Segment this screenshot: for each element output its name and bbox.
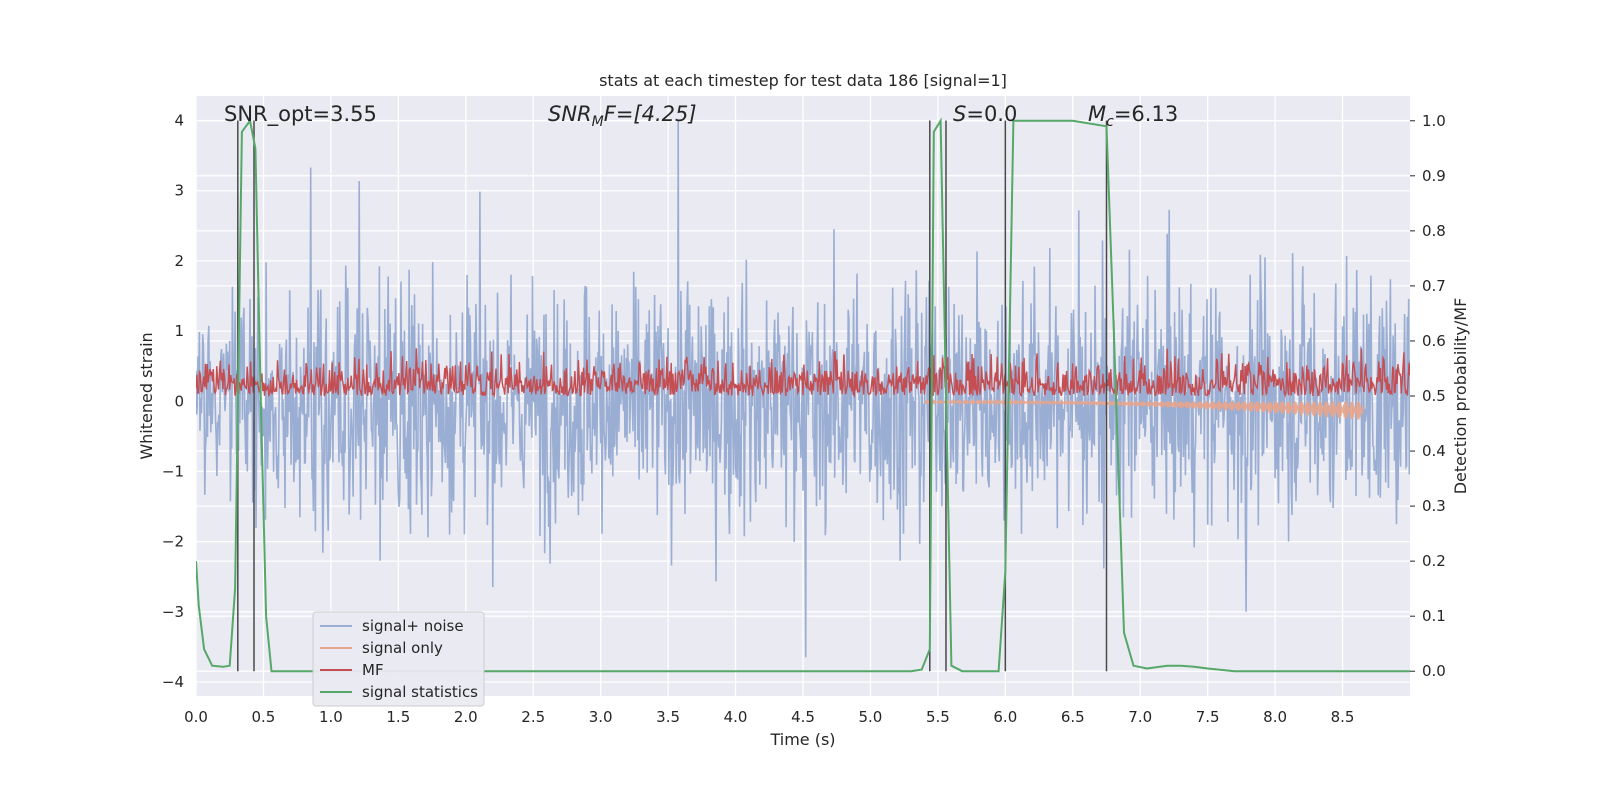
- legend-label: signal only: [362, 639, 443, 657]
- x-tick-label: 0.5: [252, 708, 276, 726]
- series-mf-line: [196, 348, 1410, 399]
- y-right-tick-label: 0.1: [1422, 607, 1446, 625]
- annotation-label: SNRMF=[4.25]: [548, 102, 697, 130]
- annotation-label: S=0.0: [953, 102, 1017, 126]
- y-right-tick-label: 1.0: [1422, 112, 1446, 130]
- y-tick-label: 3: [174, 182, 184, 200]
- legend-label: MF: [362, 661, 384, 679]
- x-tick-label: 5.0: [859, 708, 883, 726]
- annotation-subscript: c: [1106, 114, 1114, 130]
- y-right-tick-label: 0.2: [1422, 552, 1446, 570]
- x-tick-label: 5.5: [926, 708, 950, 726]
- x-tick-label: 6.5: [1061, 708, 1085, 726]
- x-tick-label: 7.5: [1196, 708, 1220, 726]
- annotations: SNR_opt=3.55 SNRMF=[4.25] S=0.0 Mc=6.13: [224, 102, 1178, 130]
- legend: signal+ noise signal only MF signal statist…: [312, 611, 485, 707]
- annotation-subscript: M: [592, 114, 604, 130]
- y-right-tick-label: 0.9: [1422, 167, 1446, 185]
- x-axis-label: Time (s): [769, 730, 835, 749]
- legend-box: [312, 611, 485, 707]
- series-layer: [196, 117, 1410, 673]
- y-right-tick-label: 0.6: [1422, 332, 1446, 350]
- y-right-tick-label: 0.3: [1422, 497, 1446, 515]
- y-axis-right-label: Detection probability/MF: [1451, 298, 1470, 495]
- x-tick-label: 0.0: [184, 708, 208, 726]
- y-tick-label: −2: [162, 533, 184, 551]
- annotation-main: SNR: [548, 102, 592, 126]
- y-tick-label: 4: [174, 112, 184, 130]
- y-tick-label: 0: [174, 392, 184, 410]
- y-tick-label: −4: [162, 673, 184, 691]
- x-tick-label: 8.5: [1331, 708, 1355, 726]
- x-tick-label: 3.0: [589, 708, 613, 726]
- y-right-tick-label: 0.0: [1422, 662, 1446, 680]
- series-signal-noise-line: [196, 120, 1410, 658]
- y-right-tick-label: 0.7: [1422, 277, 1446, 295]
- y-tick-label: 1: [174, 322, 184, 340]
- y-axis-label: Whitened strain: [137, 332, 156, 459]
- x-tick-label: 3.5: [656, 708, 680, 726]
- x-tick-label: 2.5: [521, 708, 545, 726]
- y-right-tick-label: 0.4: [1422, 442, 1446, 460]
- annotation-label: SNR_opt=3.55: [224, 102, 377, 127]
- x-tick-label: 1.5: [386, 708, 410, 726]
- x-tick-label: 8.0: [1263, 708, 1287, 726]
- y-right-tick-label: 0.5: [1422, 387, 1446, 405]
- series-signal-only-line: [924, 398, 1364, 420]
- y-tick-label: −3: [162, 603, 184, 621]
- y-right-tick-label: 0.8: [1422, 222, 1446, 240]
- y-tick-label: 2: [174, 252, 184, 270]
- tick-labels: 0.0 0.5 1.0 1.5 2.0 2.5 3.0 3.5 4.0 4.5 5.0 5.5 6.0 6…: [162, 112, 1446, 726]
- y-tick-label: −1: [162, 462, 184, 480]
- annotation-main: SNR_opt=3.55: [224, 102, 377, 127]
- annotation-value: =6.13: [1114, 102, 1178, 126]
- annotation-main: M: [1088, 102, 1106, 126]
- annotation-value: =0.0: [966, 102, 1017, 126]
- x-tick-label: 4.5: [791, 708, 815, 726]
- legend-label: signal+ noise: [362, 617, 464, 635]
- annotation-label: Mc=6.13: [1088, 102, 1178, 130]
- x-tick-label: 2.0: [454, 708, 478, 726]
- annotation-value: F=[4.25]: [604, 102, 697, 126]
- x-tick-label: 1.0: [319, 708, 343, 726]
- x-tick-label: 7.0: [1128, 708, 1152, 726]
- legend-label: signal statistics: [362, 683, 478, 701]
- annotation-main: S: [953, 102, 966, 126]
- chart-title: stats at each timestep for test data 186…: [599, 71, 1007, 90]
- x-tick-label: 4.0: [724, 708, 748, 726]
- x-tick-label: 6.0: [993, 708, 1017, 726]
- series-signal-statistics-line: [196, 117, 1410, 673]
